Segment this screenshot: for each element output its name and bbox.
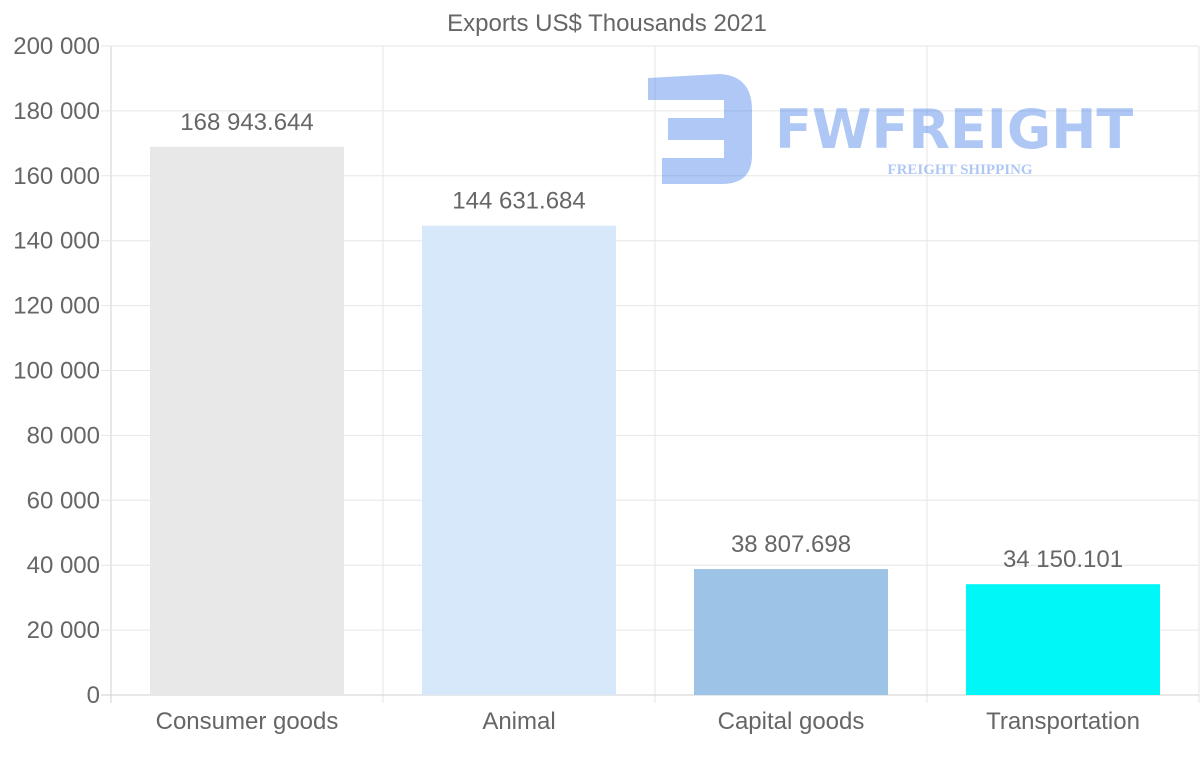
vertical-grid (110, 46, 1200, 703)
y-tick-label: 200 000 (13, 33, 100, 60)
bar-transportation (966, 584, 1160, 695)
x-tick-label: Transportation (986, 708, 1140, 735)
bar-value-label: 38 807.698 (731, 531, 851, 558)
bar-consumer-goods (150, 146, 344, 695)
bar-capital-goods (694, 569, 888, 695)
y-tick-label: 40 000 (27, 552, 100, 579)
watermark-brand: FWFREIGHT (775, 98, 1133, 161)
fwfreight-watermark: FWFREIGHT FREIGHT SHIPPING (648, 74, 1133, 184)
bar-value-label: 168 943.644 (180, 109, 313, 136)
bars (150, 146, 1160, 696)
bar-value-label: 34 150.101 (1003, 546, 1123, 573)
x-tick-label: Consumer goods (156, 708, 339, 735)
chart-title: Exports US$ Thousands 2021 (447, 10, 767, 37)
y-tick-label: 80 000 (27, 422, 100, 449)
y-tick-label: 20 000 (27, 617, 100, 644)
x-tick-label: Capital goods (718, 708, 865, 735)
x-axis-ticks: Consumer goods Animal Capital goods Transpo… (156, 708, 1140, 735)
y-tick-label: 140 000 (13, 228, 100, 255)
y-tick-label: 120 000 (13, 293, 100, 320)
bar-animal (422, 225, 616, 696)
y-tick-label: 180 000 (13, 98, 100, 125)
y-tick-label: 100 000 (13, 358, 100, 385)
x-tick-label: Animal (482, 708, 555, 735)
watermark-tagline: FREIGHT SHIPPING (887, 162, 1032, 178)
bar-value-label: 144 631.684 (452, 188, 585, 215)
y-tick-label: 0 (87, 682, 100, 709)
y-tick-label: 60 000 (27, 487, 100, 514)
y-tick-label: 160 000 (13, 163, 100, 190)
fwfreight-logo-icon (648, 74, 752, 184)
bar-value-labels: 168 943.644 144 631.684 38 807.698 34 150.1… (180, 109, 1123, 573)
y-axis-ticks: 0 20 000 40 000 60 000 80 000 100 000 120 000 1… (13, 33, 100, 709)
